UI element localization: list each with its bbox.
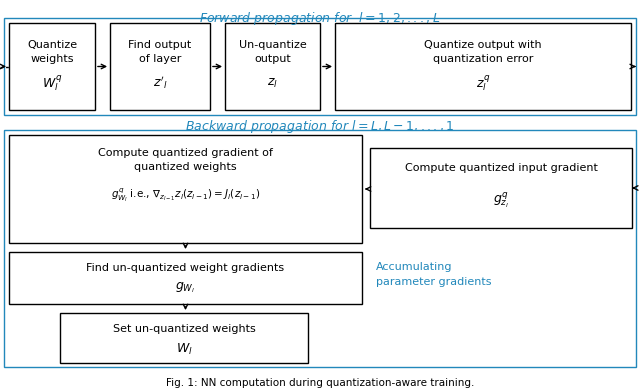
Text: $z_l^{q}$: $z_l^{q}$ xyxy=(476,73,490,93)
Text: Forward propagation for  $l = 1, 2, ..., L$: Forward propagation for $l = 1, 2, ..., … xyxy=(200,10,440,27)
Bar xyxy=(9,135,362,243)
Bar xyxy=(4,18,636,115)
Text: Find output: Find output xyxy=(129,40,191,50)
Text: quantization error: quantization error xyxy=(433,54,533,64)
Text: $g_{z_l}^{q}$: $g_{z_l}^{q}$ xyxy=(493,191,509,210)
Bar xyxy=(60,313,308,363)
Text: Backward propagation for $l = L, L-1, ..., 1$: Backward propagation for $l = L, L-1, ..… xyxy=(185,118,455,135)
Text: parameter gradients: parameter gradients xyxy=(376,277,492,287)
Text: weights: weights xyxy=(30,54,74,64)
Text: Quantize: Quantize xyxy=(27,40,77,50)
Text: Quantize output with: Quantize output with xyxy=(424,40,542,50)
Text: $z_l$: $z_l$ xyxy=(267,76,278,89)
Bar xyxy=(370,148,632,228)
Text: Compute quantized input gradient: Compute quantized input gradient xyxy=(404,163,597,173)
Text: Accumulating: Accumulating xyxy=(376,262,452,272)
Text: quantized weights: quantized weights xyxy=(134,162,237,172)
Bar xyxy=(110,23,210,110)
Text: Un-quantize: Un-quantize xyxy=(239,40,307,50)
Text: of layer: of layer xyxy=(139,54,181,64)
Bar xyxy=(9,23,95,110)
Text: $z'_l$: $z'_l$ xyxy=(153,75,167,91)
Text: Fig. 1: NN computation during quantization-aware training.: Fig. 1: NN computation during quantizati… xyxy=(166,378,474,388)
Text: $W_l^{q}$: $W_l^{q}$ xyxy=(42,73,62,93)
Text: Find un-quantized weight gradients: Find un-quantized weight gradients xyxy=(86,263,285,273)
Text: $g_{W_l}$: $g_{W_l}$ xyxy=(175,281,196,295)
Text: Compute quantized gradient of: Compute quantized gradient of xyxy=(98,148,273,158)
Bar xyxy=(9,252,362,304)
Text: $W_l$: $W_l$ xyxy=(175,341,193,357)
Bar xyxy=(4,130,636,367)
Text: output: output xyxy=(254,54,291,64)
Text: $g_{W_l}^{q}$ i.e., $\nabla_{z_{l-1}} z_l(z_{l-1}) = J_l(z_{l-1})$: $g_{W_l}^{q}$ i.e., $\nabla_{z_{l-1}} z_… xyxy=(111,186,260,204)
Bar xyxy=(335,23,631,110)
Bar xyxy=(225,23,320,110)
Text: Set un-quantized weights: Set un-quantized weights xyxy=(113,324,255,334)
